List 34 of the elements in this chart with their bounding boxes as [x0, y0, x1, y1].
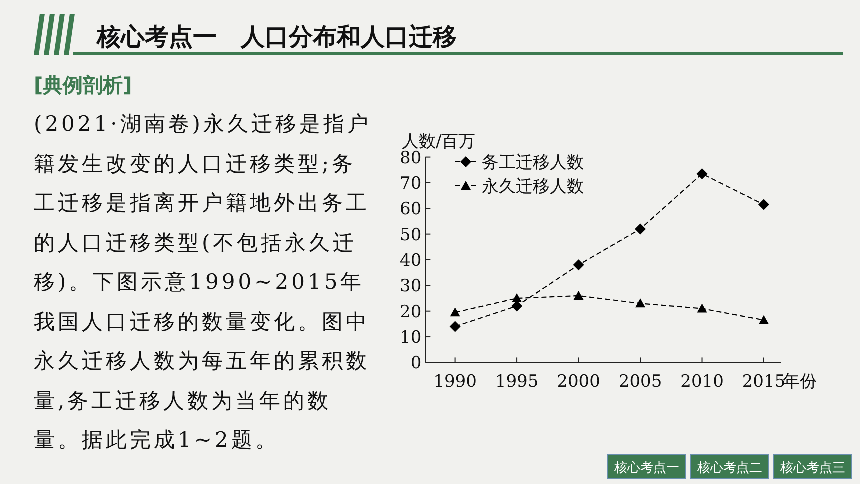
point: [450, 308, 460, 317]
text: 核心考点二: [696, 460, 762, 476]
point: [512, 294, 522, 303]
y-tick-label: 0: [410, 354, 422, 374]
y-tick-label: 40: [400, 251, 422, 271]
legend-label: 务工迁移人数: [482, 153, 584, 173]
point: [574, 290, 584, 300]
y-tick-label: 10: [400, 328, 422, 348]
point: [636, 298, 646, 308]
text: (2021·湖南卷)永久迁移是指户籍发生改变的人口迁移类型;务工迁移是指离开户籍地外出务工的人口迁移类型(不包括永久迁移)。下图示意1990~2015年我国人口迁移的数量变化。图中永久迁移人数为每五年的累积数量,务工迁移人数为当年的数量。据此完成1~2题。: [34, 112, 372, 452]
x-tick-label: 2015: [742, 372, 786, 392]
text: 核心考点一: [614, 460, 680, 476]
y-tick-label: 20: [400, 302, 422, 322]
point: [573, 260, 584, 271]
x-tick-label: 1995: [495, 372, 539, 392]
point: [635, 224, 646, 235]
y-tick-label: 70: [400, 174, 422, 194]
x-tick-label: 2000: [557, 372, 600, 392]
x-axis-title: 年份: [783, 372, 817, 392]
x-tick-label: 2010: [680, 372, 724, 392]
x-tick-label: 2005: [618, 372, 662, 392]
y-tick-label: 30: [400, 276, 422, 297]
text: [典例剖析]: [34, 73, 132, 97]
point: [450, 321, 461, 332]
legend-label: 永久迁移人数: [482, 177, 584, 197]
chart-title: 核心考点一 人口分布和人口迁移: [96, 23, 457, 51]
point: [697, 304, 708, 313]
point: [758, 199, 770, 210]
point: [759, 315, 769, 324]
point: [696, 168, 708, 180]
y-tick-label: 50: [400, 225, 422, 246]
y-tick-label: 60: [400, 200, 422, 220]
x-tick-label: 1990: [434, 372, 477, 392]
text: 核心考点三: [780, 460, 846, 476]
